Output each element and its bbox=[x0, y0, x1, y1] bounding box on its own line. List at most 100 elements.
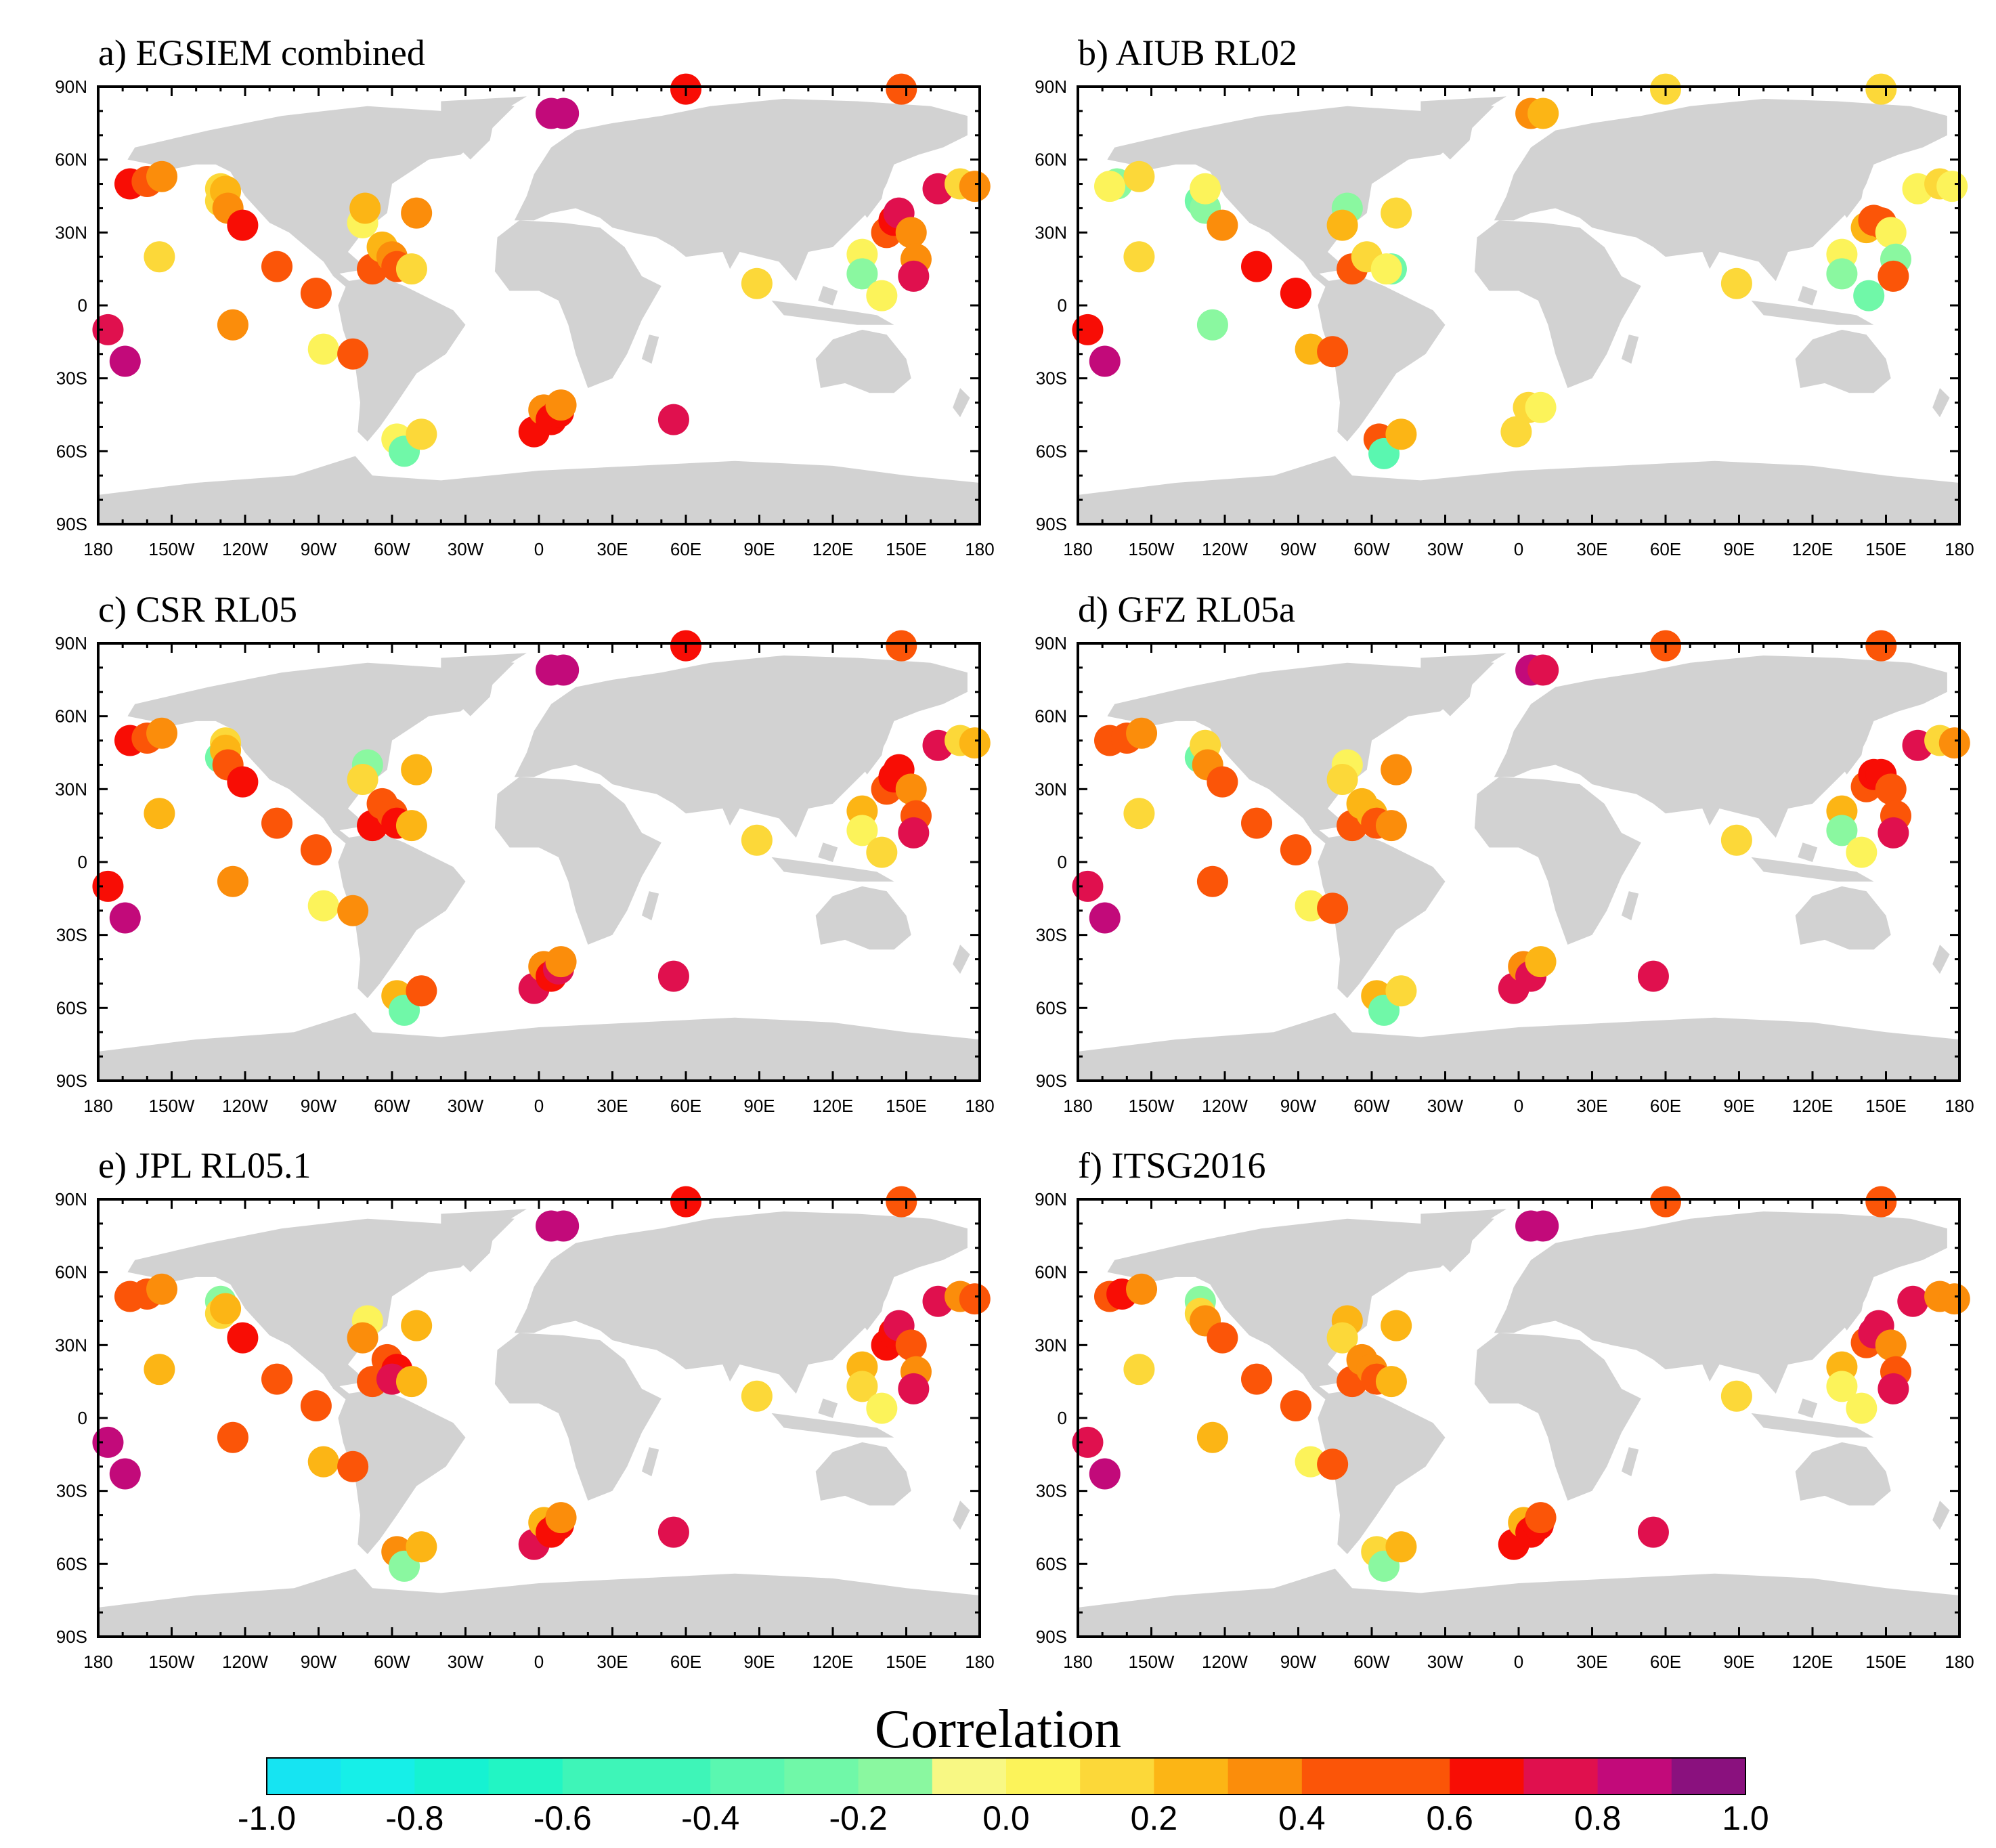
y-tick-label: 30S bbox=[1036, 925, 1067, 945]
station-marker bbox=[1385, 1531, 1417, 1563]
station-marker bbox=[1123, 241, 1155, 273]
station-marker bbox=[886, 1186, 917, 1218]
station-marker bbox=[1370, 253, 1402, 285]
x-tick-label: 30E bbox=[596, 1096, 628, 1116]
x-tick-label: 90W bbox=[301, 1652, 337, 1672]
x-tick-label: 150W bbox=[1129, 539, 1175, 559]
station-marker bbox=[1865, 1186, 1897, 1218]
x-tick-label: 120W bbox=[222, 1096, 268, 1116]
x-tick-label: 180 bbox=[83, 1096, 112, 1116]
station-marker bbox=[1637, 1516, 1669, 1548]
station-marker bbox=[401, 754, 433, 786]
station-marker bbox=[1207, 209, 1238, 241]
station-marker bbox=[1207, 1322, 1238, 1354]
y-tick-label: 90S bbox=[1036, 1627, 1067, 1647]
x-tick-label: 150W bbox=[149, 1652, 195, 1672]
colorbar-frame bbox=[266, 1757, 1746, 1795]
station-marker bbox=[300, 1390, 332, 1422]
y-tick-label: 60S bbox=[1036, 441, 1067, 461]
colorbar-bin bbox=[1080, 1758, 1154, 1795]
station-marker bbox=[109, 902, 141, 934]
station-marker bbox=[300, 278, 332, 309]
station-marker bbox=[1826, 815, 1858, 846]
station-marker bbox=[1241, 251, 1273, 282]
station-marker bbox=[1317, 336, 1349, 368]
y-tick-label: 60N bbox=[1035, 1262, 1067, 1283]
colorbar-bin bbox=[1228, 1758, 1303, 1795]
colorbar-title: Correlation bbox=[875, 1700, 1121, 1759]
x-tick-label: 30E bbox=[596, 539, 628, 559]
y-tick-label: 60S bbox=[1036, 997, 1067, 1018]
station-marker bbox=[1280, 834, 1311, 866]
station-marker bbox=[1938, 727, 1970, 759]
y-tick-label: 90N bbox=[55, 633, 87, 653]
station-marker bbox=[1126, 1273, 1158, 1305]
station-marker bbox=[1123, 1354, 1155, 1385]
station-marker bbox=[1897, 1285, 1929, 1317]
x-tick-label: 150E bbox=[886, 1652, 927, 1672]
colorbar-bin bbox=[1301, 1758, 1376, 1795]
x-tick-label: 30W bbox=[1427, 539, 1464, 559]
station-marker bbox=[1875, 217, 1907, 249]
x-tick-label: 150W bbox=[1129, 1652, 1175, 1672]
y-tick-label: 90S bbox=[56, 1627, 87, 1647]
x-tick-label: 90E bbox=[1723, 539, 1754, 559]
colorbar-bin bbox=[1671, 1758, 1746, 1795]
x-tick-label: 120W bbox=[1202, 1096, 1248, 1116]
panel-title: f) ITSG2016 bbox=[1078, 1145, 1265, 1186]
station-marker bbox=[227, 1322, 259, 1354]
station-marker bbox=[109, 1458, 141, 1490]
x-tick-label: 90W bbox=[1280, 1096, 1317, 1116]
station-marker bbox=[144, 798, 175, 830]
y-tick-label: 60S bbox=[56, 997, 87, 1018]
colorbar-bin bbox=[414, 1758, 490, 1795]
station-marker bbox=[846, 1371, 878, 1402]
station-marker bbox=[959, 1283, 991, 1315]
y-tick-label: 90N bbox=[1035, 77, 1067, 97]
x-tick-label: 90W bbox=[301, 1096, 337, 1116]
x-tick-label: 30E bbox=[1576, 1096, 1607, 1116]
station-marker bbox=[1527, 1210, 1559, 1242]
station-marker bbox=[1317, 1448, 1349, 1480]
station-marker bbox=[886, 73, 917, 105]
map-panel: e) JPL RL05.1 180 150W 120W 90W 60W 30W 0 30E 60E… bbox=[55, 1145, 994, 1672]
y-tick-label: 0 bbox=[1058, 295, 1067, 316]
station-marker bbox=[406, 975, 437, 1007]
y-tick-label: 0 bbox=[1058, 852, 1067, 872]
panel-title: a) EGSIEM combined bbox=[98, 33, 425, 73]
station-marker bbox=[1527, 98, 1559, 129]
x-tick-label: 30W bbox=[1427, 1652, 1464, 1672]
station-marker bbox=[146, 1273, 178, 1305]
station-marker bbox=[1637, 960, 1669, 992]
x-tick-label: 150E bbox=[886, 539, 927, 559]
x-tick-label: 180 bbox=[965, 1096, 994, 1116]
station-marker bbox=[545, 946, 577, 978]
x-tick-label: 180 bbox=[1063, 1652, 1092, 1672]
station-marker bbox=[1123, 160, 1155, 192]
x-tick-label: 180 bbox=[1063, 539, 1092, 559]
station-marker bbox=[1207, 766, 1238, 798]
x-tick-label: 0 bbox=[1514, 1096, 1523, 1116]
x-tick-label: 150E bbox=[1865, 1652, 1907, 1672]
panel-title: e) JPL RL05.1 bbox=[98, 1145, 311, 1186]
station-marker bbox=[1878, 817, 1909, 848]
x-tick-label: 120E bbox=[1792, 1652, 1834, 1672]
station-marker bbox=[1072, 1426, 1104, 1458]
x-tick-label: 180 bbox=[965, 1652, 994, 1672]
station-marker bbox=[1525, 391, 1557, 423]
y-tick-label: 30S bbox=[56, 925, 87, 945]
station-marker bbox=[1094, 171, 1126, 202]
station-marker bbox=[1720, 824, 1752, 856]
x-tick-label: 60E bbox=[1650, 1652, 1681, 1672]
y-tick-label: 60N bbox=[55, 1262, 87, 1283]
colorbar-bin bbox=[1006, 1758, 1081, 1795]
station-marker bbox=[1936, 171, 1968, 202]
panel-title: b) AIUB RL02 bbox=[1078, 33, 1297, 73]
colorbar-bin bbox=[858, 1758, 933, 1795]
station-marker bbox=[545, 389, 577, 421]
station-marker bbox=[300, 834, 332, 866]
station-marker bbox=[227, 766, 259, 798]
x-tick-label: 180 bbox=[83, 1652, 112, 1672]
station-marker bbox=[741, 824, 773, 856]
